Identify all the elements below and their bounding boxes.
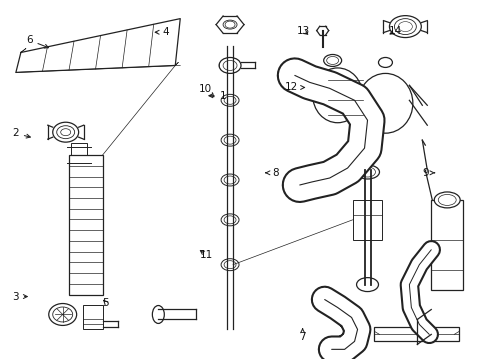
Bar — [83, 305, 102, 329]
Ellipse shape — [378, 58, 392, 67]
Ellipse shape — [357, 278, 378, 292]
Text: 2: 2 — [12, 129, 30, 138]
Text: 3: 3 — [12, 292, 27, 302]
Text: 1: 1 — [209, 91, 226, 101]
Ellipse shape — [325, 338, 339, 360]
Bar — [431, 200, 463, 289]
Ellipse shape — [221, 134, 239, 146]
Ellipse shape — [221, 214, 239, 226]
Ellipse shape — [53, 122, 78, 142]
Ellipse shape — [152, 306, 164, 323]
Ellipse shape — [390, 15, 421, 37]
Text: 7: 7 — [299, 329, 306, 342]
Ellipse shape — [290, 178, 310, 192]
Ellipse shape — [356, 165, 379, 179]
Text: 11: 11 — [199, 249, 213, 260]
Ellipse shape — [221, 174, 239, 186]
Ellipse shape — [221, 259, 239, 271]
Ellipse shape — [282, 66, 308, 85]
Text: 12: 12 — [285, 82, 304, 93]
Text: 14: 14 — [389, 26, 402, 36]
Ellipse shape — [221, 94, 239, 106]
Text: 4: 4 — [155, 27, 169, 37]
Bar — [374, 328, 459, 341]
Text: 10: 10 — [198, 84, 214, 97]
Text: 5: 5 — [102, 298, 109, 308]
Text: 13: 13 — [297, 26, 310, 36]
Ellipse shape — [313, 68, 363, 123]
Text: 9: 9 — [422, 168, 435, 178]
Ellipse shape — [315, 293, 335, 306]
Ellipse shape — [219, 58, 241, 73]
Ellipse shape — [49, 303, 76, 325]
Bar — [353, 200, 383, 240]
Text: 6: 6 — [26, 35, 49, 48]
Ellipse shape — [358, 73, 413, 133]
Bar — [69, 155, 102, 294]
Ellipse shape — [434, 192, 460, 208]
Text: 8: 8 — [266, 168, 279, 178]
Bar — [71, 143, 87, 167]
Ellipse shape — [324, 54, 342, 67]
